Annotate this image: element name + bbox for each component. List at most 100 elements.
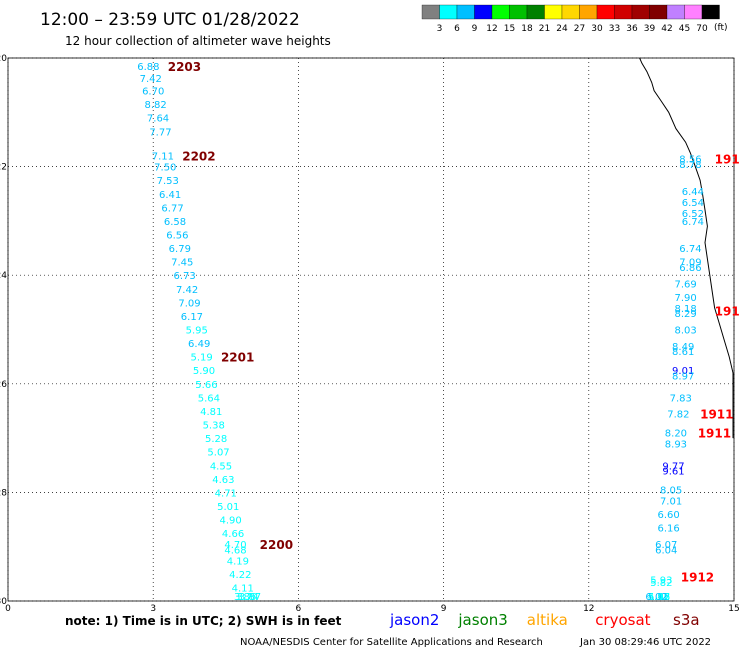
wave-height-label: 5.82 [650,578,672,589]
wave-height-label: 6.58 [164,217,186,228]
wave-height-label: 6.41 [159,190,181,201]
colorbar-tick-label: 33 [609,24,620,34]
wave-height-label: 5.48 [648,592,670,603]
wave-height-label: 7.09 [679,258,701,269]
pass-number-label: 1911 [700,408,733,422]
footer-note: note: 1) Time is in UTC; 2) SWH is in fe… [65,614,342,628]
wave-height-label: 5.38 [203,421,225,432]
wave-height-label: 4.68 [224,545,246,556]
pass-number-label: 2200 [260,538,293,552]
satellite-legend-entry: jason3 [457,611,507,629]
wave-height-labels: 6.887.426.708.827.647.777.117.507.536.41… [137,62,704,603]
plot-frame [7,57,735,602]
wave-height-label: 8.93 [665,440,687,451]
colorbar-swatch [491,4,510,20]
wave-height-label: 8.61 [672,347,694,358]
colorbar-tick-label: 24 [556,24,568,34]
wave-height-label: 4.63 [212,475,234,486]
wave-height-label: 8.20 [665,429,687,440]
plot-grid [7,57,735,602]
satellite-legend-entry: s3a [673,611,700,629]
wave-height-label: 8.82 [144,100,166,111]
colorbar-tick-label: 15 [504,24,515,34]
colorbar-swatch [474,4,493,20]
wave-height-label: 6.70 [142,87,164,98]
wave-height-label: 4.11 [232,583,254,594]
colorbar-swatch [439,4,458,20]
pass-number-label: 1912 [681,571,714,585]
colorbar-swatch [684,4,703,20]
wave-height-label: 4.81 [200,407,222,418]
wave-height-label: 6.49 [188,339,210,350]
colorbar-tick-label: 3 [437,24,443,34]
colorbar-swatch [421,4,440,20]
wave-height-label: 7.01 [660,497,682,508]
wave-height-label: 7.69 [674,279,696,290]
colorbar-tick-label: 27 [574,24,585,34]
wave-height-label: 6.56 [166,230,188,241]
colorbar-tick-label: 45 [679,24,690,34]
wave-height-label: 9.61 [662,467,684,478]
colorbar-tick-label: 18 [521,24,533,34]
wave-height-label: 6.74 [682,217,704,228]
colorbar-swatch [614,4,633,20]
pass-number-label: 2203 [168,60,201,74]
wave-height-label: 6.88 [137,62,159,73]
wave-height-label: 6.77 [161,203,183,214]
y-tick-label: -24 [0,271,7,281]
colorbar-swatch [701,4,720,20]
wave-height-label: 6.79 [169,244,191,255]
footer-credit: NOAA/NESDIS Center for Satellite Applica… [240,637,543,648]
pass-number-labels: 2203 2202 2201 2200 1911 1911 1911 1911 1912 [168,60,740,584]
pass-number-label: 2202 [182,150,215,164]
colorbar-tick-label: 42 [661,24,672,34]
colorbar-swatch [579,4,598,20]
wave-height-label: 6.44 [682,187,704,198]
wave-height-label: 3.87 [239,592,261,603]
wave-height-label: 6.73 [174,271,196,282]
colorbar-swatch [596,4,615,20]
wave-height-label: 5.93 [650,575,672,586]
wave-height-label: 8.29 [674,309,696,320]
satellite-legend-entry: jason2 [389,611,439,629]
x-tick-label: 15 [728,604,739,614]
colorbar-swatch [631,4,650,20]
wave-height-label: 7.90 [674,293,696,304]
wave-height-label: 9.77 [662,461,684,472]
colorbar-swatch [666,4,685,20]
pass-number-label: 2201 [221,351,254,365]
y-tick-label: -30 [0,597,7,607]
wave-height-label: 3.74 [236,592,258,603]
wave-height-label: 5.01 [217,502,239,513]
wave-height-label: 4.92 [648,592,670,603]
chart-title: 12:00 – 23:59 UTC 01/28/2022 [40,10,300,30]
wave-height-label: 4.70 [224,540,246,551]
wave-height-label: 5.66 [195,380,217,391]
colorbar-swatch [509,4,528,20]
wave-height-label: 7.82 [667,410,689,421]
wave-height-label: 8.05 [660,486,682,497]
colorbar-tick-label: 9 [472,24,478,34]
wave-height-label: 6.16 [658,524,680,535]
pass-number-label: 1911 [698,427,731,441]
pass-number-label: 1911 [715,152,740,166]
colorbar-swatch [649,4,668,20]
wave-height-label: 7.11 [152,152,174,163]
colorbar-tick-label: 39 [644,24,656,34]
colorbar-swatch [526,4,545,20]
colorbar-swatch [544,4,563,20]
colorbar-tick-label: 21 [539,24,550,34]
wave-height-label: 5.07 [207,448,229,459]
wave-height-label: 4.90 [220,516,242,527]
wave-height-label: 7.42 [140,74,162,85]
footer-timestamp: Jan 30 08:29:46 UTC 2022 [579,637,711,648]
wave-height-label: 6.54 [682,198,704,209]
chart-subtitle: 12 hour collection of altimeter wave hei… [65,34,331,48]
pass-number-label: 1911 [715,304,740,318]
satellite-legend-entry: altika [527,611,568,629]
wave-height-label: 8.18 [674,304,696,315]
wave-height-label: 4.19 [227,556,249,567]
wave-height-label: 8.56 [679,154,701,165]
axis-ticks: 0 3 6 9 12 15 -30 -28 -26 -24 -22 -20 [0,54,740,614]
